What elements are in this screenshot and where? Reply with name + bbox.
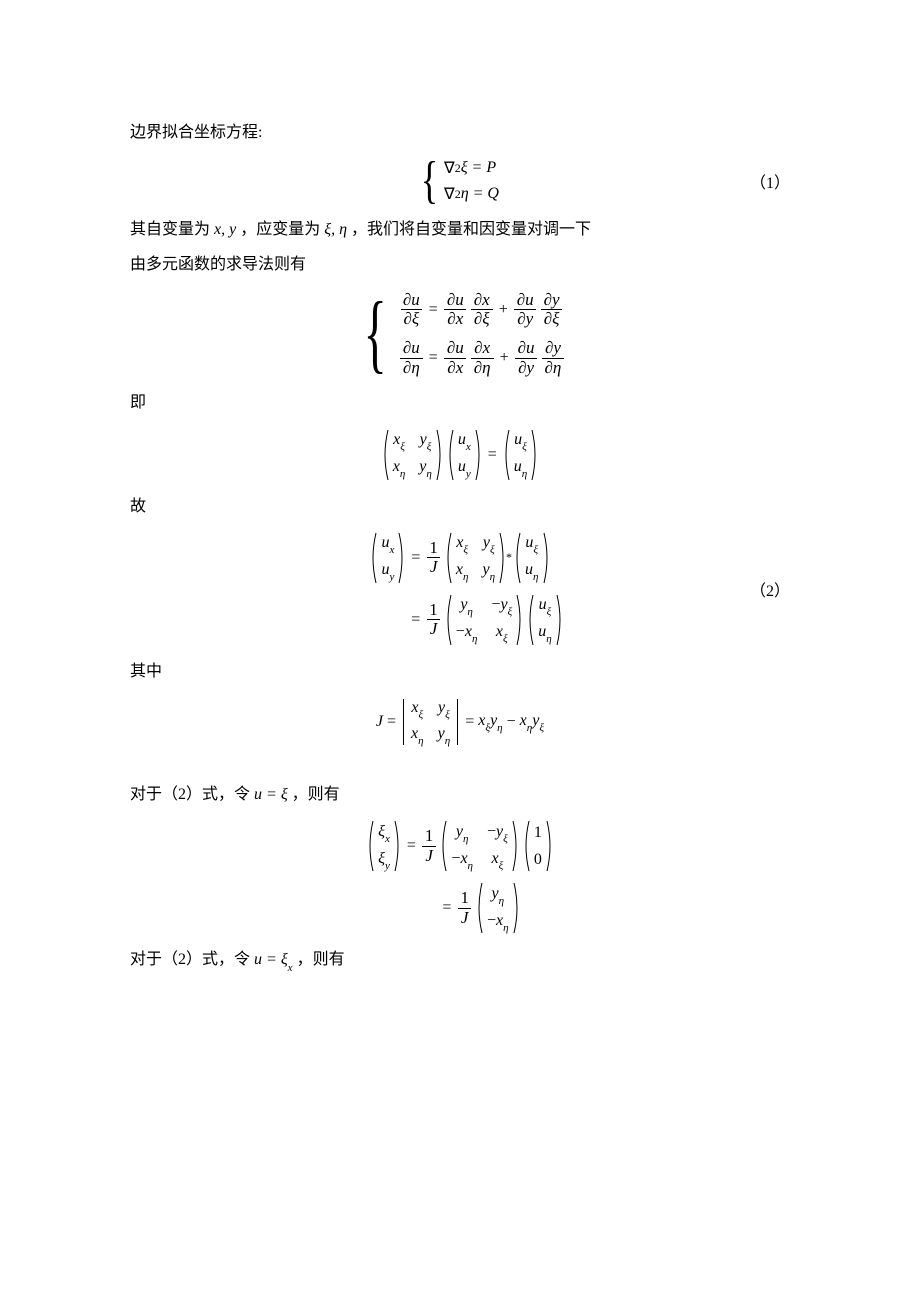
nabla-icon: ∇: [444, 158, 455, 178]
p7-b: ，则有: [292, 786, 340, 803]
equation-1: { ∇2ξ = P ∇2η = Q （1）: [130, 158, 790, 204]
para-6: 其中: [130, 654, 790, 689]
sym-xi: ξ: [461, 159, 468, 177]
para-2: 其自变量为 x, y ，应变量为 ξ, η ，我们将自变量和因变量对调一下: [130, 212, 790, 247]
eq1-row2-rhs: = Q: [473, 185, 499, 203]
p8-a: 对于（2）式，令: [130, 951, 250, 968]
equation-J: J= xξyξ xηyη = xξyη − xηyξ: [130, 697, 790, 747]
p8-b: ，则有: [297, 951, 345, 968]
p2-a: 其自变量为: [130, 221, 210, 238]
nabla-icon-2: ∇: [444, 184, 455, 204]
equation-xi-grad: ξx ξy = 1J yη−yξ −xηxξ 1 0: [130, 820, 790, 934]
para-1: 边界拟合坐标方程:: [130, 115, 790, 150]
para-8: 对于（2）式，令 u = ξx ，则有: [130, 942, 790, 977]
p2-c: ，我们将自变量和因变量对调一下: [351, 221, 591, 238]
para-4: 即: [130, 385, 790, 420]
para-3: 由多元函数的求导法则有: [130, 247, 790, 282]
para-7: 对于（2）式，令 u = ξ ，则有: [130, 777, 790, 812]
equation-matrix-1: xξyξ xηyη ux uy = uξ uη: [130, 429, 790, 481]
sym-u-xix-sub: x: [288, 962, 293, 974]
sym-xieta: ξ, η: [324, 221, 347, 238]
sym-u-xix: u = ξ: [254, 951, 288, 968]
equation-chain-rule: { ∂u∂ξ = ∂u∂x ∂x∂ξ + ∂u∂y ∂y∂ξ ∂u∂η = ∂u…: [130, 291, 790, 378]
sym-xy: x, y: [214, 221, 236, 238]
para-5: 故: [130, 489, 790, 524]
eq1-row1-rhs: = P: [472, 159, 497, 177]
equation-2: ux uy = 1J xξyξ xηyη * uξ uη: [130, 532, 790, 646]
sym-eta: η: [461, 185, 469, 203]
eq-number-1: （1）: [750, 169, 790, 193]
p7-a: 对于（2）式，令: [130, 786, 250, 803]
sym-u-xi: u = ξ: [254, 786, 288, 803]
p2-b: ，应变量为: [240, 221, 320, 238]
eq-number-2: （2）: [750, 577, 790, 601]
